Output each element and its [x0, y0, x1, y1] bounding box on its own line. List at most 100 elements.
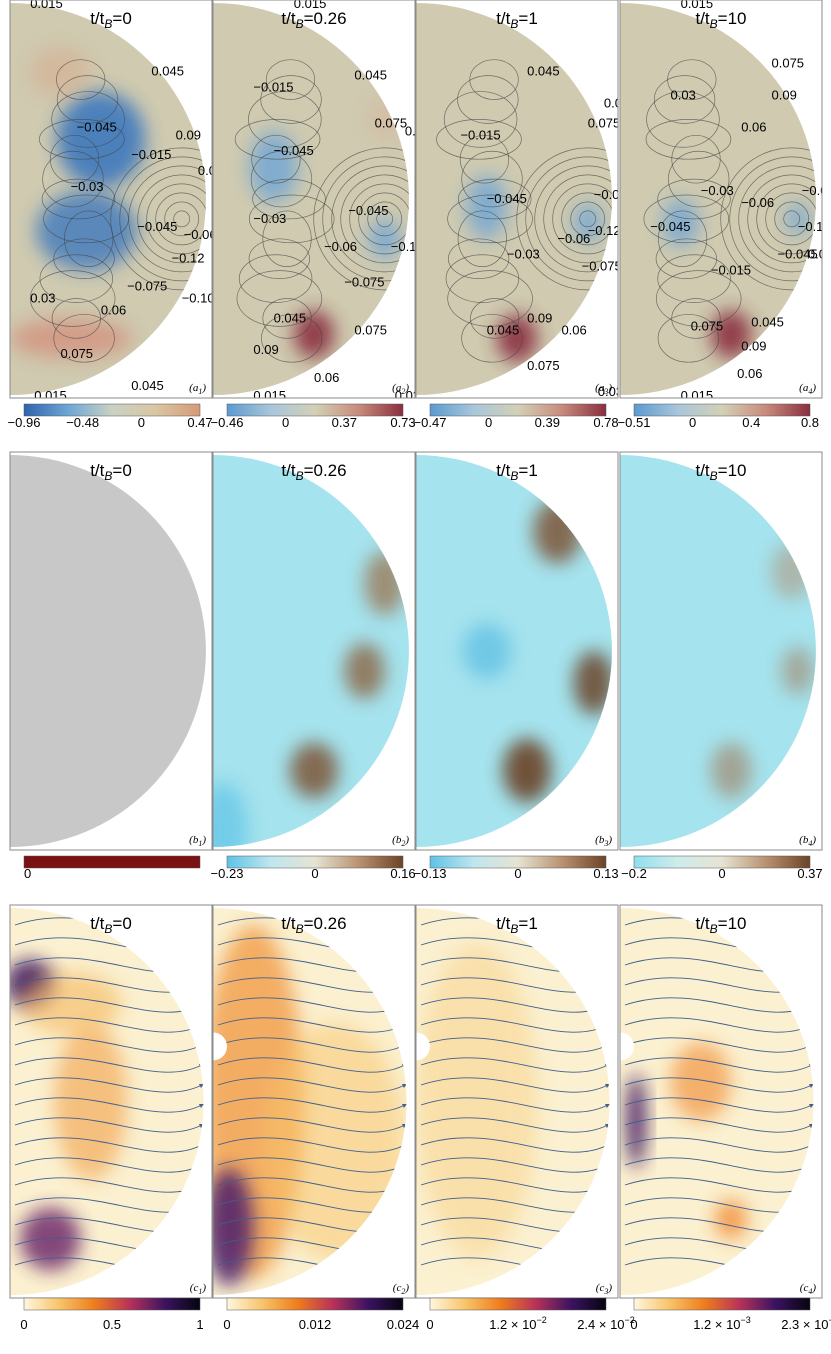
- contour-line: [238, 254, 313, 303]
- contour-line: [765, 192, 816, 246]
- field-blob: [56, 91, 146, 188]
- contour-label: −0.075: [802, 183, 831, 198]
- streamline: [420, 1137, 610, 1153]
- contour-label: −0.045: [594, 187, 634, 202]
- panel-label: (a4): [799, 382, 816, 396]
- streamline: [217, 1017, 407, 1033]
- contour-label: 0.015: [294, 0, 327, 11]
- contour-line: [64, 210, 114, 268]
- colorbar-tick-label: −0.13: [414, 866, 447, 881]
- contour-line: [445, 254, 520, 303]
- contour-line: [447, 194, 533, 244]
- field-blob: [10, 318, 132, 359]
- panel-label: (a1): [189, 382, 206, 396]
- field-blob: [626, 1073, 647, 1169]
- contour-label: 0.075: [588, 115, 621, 130]
- contour-line: [720, 147, 816, 291]
- inner-hole: [213, 1032, 227, 1061]
- colorbar: [633, 855, 811, 869]
- contour-line: [265, 59, 316, 100]
- panel-title: t/tB=0: [90, 461, 132, 483]
- colorbar-tick-label: 2.3 × 10−3: [781, 1315, 831, 1332]
- contour-label: −0.105: [798, 219, 831, 234]
- field-blob: [662, 199, 699, 247]
- panel-title: t/tB=10: [695, 9, 746, 31]
- field-domain: [620, 454, 816, 848]
- contour-line: [56, 75, 119, 124]
- contour-label: −0.03: [71, 179, 104, 194]
- contour-label: −0.105: [182, 291, 222, 306]
- contour-line: [643, 194, 730, 244]
- colorbar-tick-label: 0.37: [797, 866, 822, 881]
- streamline: [14, 1157, 204, 1173]
- panel-frame: [9, 0, 213, 399]
- panel-label: (b2): [392, 834, 409, 848]
- colorbar-tick-label: −0.51: [618, 415, 651, 430]
- panel-b3: t/tB=1 (b3) −0.13 0 0.13: [414, 451, 619, 881]
- streamline: [217, 1097, 407, 1113]
- colorbar-tick-label: 0.5: [103, 1317, 121, 1332]
- contour-line: [657, 254, 731, 303]
- contour-label: 0.09: [772, 88, 797, 103]
- contour-line: [655, 270, 742, 327]
- contour-line: [552, 183, 612, 255]
- contour-line: [783, 210, 801, 228]
- contour-label: 0.03: [30, 291, 55, 306]
- contour-line: [110, 147, 206, 291]
- streamline: [420, 1077, 610, 1093]
- panel-frame: [9, 451, 213, 851]
- contour-label: 0.045: [131, 378, 164, 393]
- contour-label: 0.06: [561, 322, 586, 337]
- streamline: [217, 1157, 407, 1173]
- field-blob: [20, 971, 122, 1035]
- contour-line: [29, 270, 116, 327]
- streamline: [420, 1017, 610, 1033]
- panel-b2: t/tB=0.26 (b2) −0.23 0 0.16: [211, 451, 416, 881]
- panel-title: t/tB=0.26: [281, 461, 346, 483]
- contour-line: [655, 238, 718, 279]
- colorbar-tick-label: 0.47: [187, 415, 212, 430]
- contour-label: 0.06: [101, 302, 126, 317]
- contour-label: 0.03: [671, 88, 696, 103]
- colorbar-tick-label: 0: [138, 415, 145, 430]
- colorbar-tick-label: 0: [718, 866, 725, 881]
- panel-label: (c3): [596, 1282, 613, 1296]
- field-domain: [620, 2, 816, 396]
- contour-label: −0.075: [344, 275, 384, 290]
- contour-line: [525, 156, 612, 282]
- field-blob: [364, 551, 405, 616]
- contour-line: [668, 150, 730, 208]
- contour-label: 0.06: [741, 119, 766, 134]
- streamline: [217, 1117, 407, 1133]
- contour-line: [250, 150, 313, 208]
- colorbar: [429, 1297, 607, 1311]
- streamline: [624, 1117, 814, 1133]
- field-blob: [781, 647, 814, 695]
- contour-line: [236, 270, 323, 327]
- field-blob: [289, 742, 339, 799]
- contour-line: [173, 210, 191, 228]
- panel-label: (c4): [800, 1282, 817, 1296]
- colorbar-tick-label: 0.73: [390, 415, 415, 430]
- contour-line: [262, 210, 312, 268]
- contour-label: −0.075: [582, 259, 622, 274]
- field-blob: [213, 1168, 254, 1287]
- field-blob: [54, 1022, 128, 1181]
- contour-line: [340, 174, 409, 264]
- contour-label: 0.045: [487, 322, 520, 337]
- panel-frame: [212, 0, 416, 399]
- contour-line: [516, 147, 612, 291]
- contour-line: [461, 314, 523, 363]
- contour-label: 0.075: [375, 115, 408, 130]
- panel-label: (b3): [595, 834, 612, 848]
- colorbar: [226, 855, 404, 869]
- colorbar-tick-label: 0: [223, 1317, 230, 1332]
- streamline: [420, 1097, 610, 1113]
- contour-label: −0.045: [778, 247, 818, 262]
- panel-frame: [415, 0, 619, 399]
- contour-line: [570, 201, 606, 237]
- colorbar-tick-label: 0.16: [390, 866, 415, 881]
- panel-title: t/tB=1: [496, 461, 538, 483]
